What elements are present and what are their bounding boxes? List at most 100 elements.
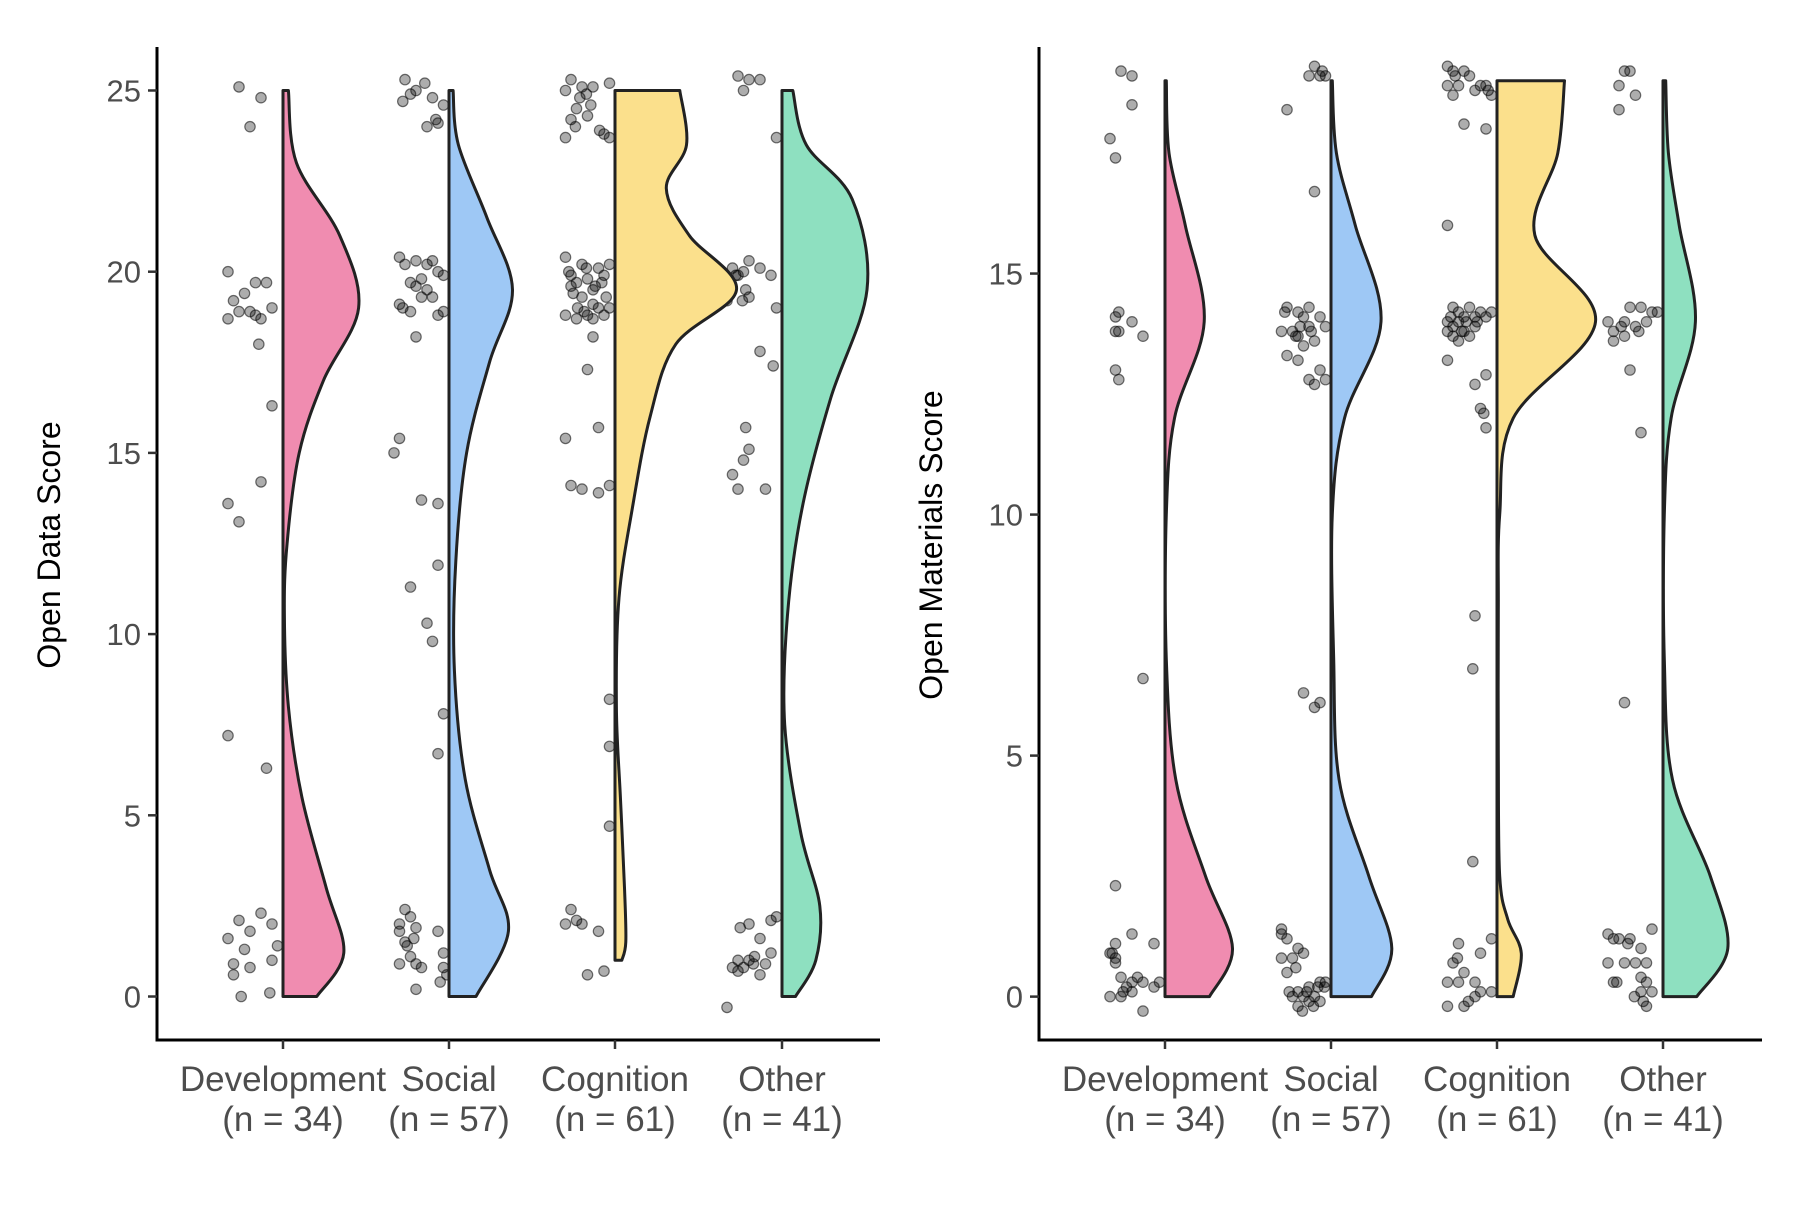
data-point-development	[222, 497, 234, 510]
data-point-development	[255, 476, 267, 488]
data-point-cognition	[1482, 84, 1494, 97]
data-point-cognition	[1485, 306, 1498, 318]
data-point-social	[1314, 311, 1326, 323]
data-point-other	[1615, 320, 1627, 333]
data-point-development	[252, 338, 265, 350]
data-point-social	[399, 258, 411, 271]
data-point-cognition	[1469, 609, 1481, 622]
x-tick-label-cognition: Cognition	[541, 1060, 689, 1099]
data-point-cognition	[1462, 995, 1475, 1008]
data-point-development	[1126, 928, 1138, 940]
data-point-social	[410, 921, 422, 934]
y-tick-label: 0	[1006, 980, 1023, 1015]
data-point-other	[754, 968, 766, 981]
data-point-cognition	[1452, 937, 1465, 950]
data-point-social	[432, 497, 444, 510]
data-point-other	[770, 302, 783, 314]
data-point-other	[754, 932, 766, 945]
data-point-social	[1318, 981, 1331, 993]
data-point-cognition	[603, 740, 616, 753]
data-point-other	[1613, 79, 1625, 92]
data-point-social	[404, 88, 417, 100]
data-point-cognition	[592, 421, 605, 434]
data-point-cognition	[562, 265, 575, 278]
data-point-cognition	[1480, 368, 1492, 381]
data-point-social	[432, 925, 444, 938]
data-point-social	[1281, 103, 1293, 116]
data-point-development	[255, 907, 267, 919]
data-point-social	[429, 113, 442, 126]
y-tick-label: 5	[1006, 739, 1023, 774]
data-point-social	[1308, 378, 1321, 391]
data-point-cognition	[603, 131, 616, 144]
data-point-other	[1624, 301, 1636, 314]
x-tick-label-social: Social	[401, 1060, 496, 1099]
data-point-cognition	[603, 77, 616, 89]
data-point-cognition	[1478, 407, 1490, 420]
y-tick-label: 20	[107, 255, 141, 290]
data-point-cognition	[595, 276, 608, 289]
data-point-cognition	[573, 91, 586, 104]
data-point-other	[1624, 364, 1636, 376]
data-point-development	[238, 943, 251, 956]
y-tick-label: 0	[124, 980, 141, 1015]
data-point-social	[388, 447, 400, 459]
data-point-other	[737, 454, 750, 466]
data-point-other	[770, 131, 783, 144]
data-point-social	[1294, 320, 1306, 333]
data-point-development	[222, 312, 234, 325]
data-point-development	[266, 918, 278, 930]
data-point-cognition	[1441, 354, 1454, 367]
data-point-development	[1113, 325, 1125, 338]
data-point-cognition	[1467, 855, 1479, 868]
data-point-development	[1113, 306, 1125, 318]
data-point-cognition	[570, 102, 583, 115]
data-point-other	[1640, 976, 1653, 988]
data-point-cognition	[1441, 1000, 1454, 1013]
data-point-development	[1137, 672, 1149, 685]
data-point-development	[255, 91, 267, 104]
data-point-social	[432, 559, 444, 571]
data-point-cognition	[598, 965, 610, 977]
data-point-cognition	[1485, 985, 1498, 998]
data-point-social	[393, 958, 406, 970]
data-point-other	[1635, 426, 1647, 439]
data-point-cognition	[1445, 311, 1457, 323]
data-point-social	[1314, 696, 1326, 709]
data-point-social	[396, 302, 409, 314]
y-axis-title: Open Data Score	[31, 421, 67, 668]
data-point-cognition	[592, 486, 605, 499]
data-point-cognition	[603, 693, 616, 706]
data-point-development	[244, 925, 256, 938]
data-point-development	[1115, 971, 1127, 984]
data-point-social	[1296, 1005, 1309, 1017]
data-point-social	[415, 494, 428, 506]
data-point-cognition	[559, 84, 572, 97]
data-point-other	[1629, 89, 1642, 101]
data-point-other	[743, 443, 755, 456]
data-point-cognition	[1451, 952, 1464, 964]
data-point-development	[1109, 879, 1122, 892]
data-point-cognition	[565, 73, 577, 86]
data-point-social	[1290, 961, 1302, 974]
data-point-cognition	[1460, 315, 1472, 328]
data-point-development	[249, 309, 262, 321]
data-point-other	[737, 84, 750, 97]
data-point-social	[1297, 340, 1310, 352]
data-point-social	[1301, 985, 1313, 998]
data-point-cognition	[1474, 947, 1487, 959]
data-point-social	[1292, 354, 1304, 367]
data-point-cognition	[559, 131, 572, 144]
data-point-social	[407, 932, 420, 945]
data-point-cognition	[1469, 976, 1481, 988]
y-tick-label: 15	[107, 436, 141, 471]
data-point-development	[1109, 364, 1122, 376]
data-point-social	[426, 254, 439, 267]
data-point-cognition	[571, 302, 584, 314]
data-point-other	[754, 73, 766, 86]
data-point-development	[1126, 99, 1138, 111]
violin-social	[1329, 79, 1394, 999]
data-point-cognition	[1463, 301, 1476, 314]
data-point-other	[732, 70, 744, 82]
data-point-social	[1297, 947, 1310, 959]
